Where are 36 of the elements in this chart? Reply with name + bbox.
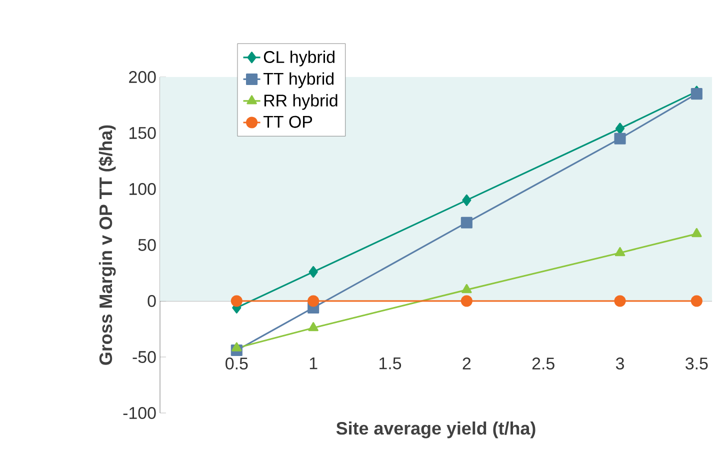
point bbox=[615, 122, 625, 134]
x-tick-label: 1 bbox=[310, 358, 318, 370]
y-tick-label: 50 bbox=[138, 239, 156, 251]
point bbox=[308, 266, 318, 278]
x-tick-label: 3.5 bbox=[686, 358, 708, 370]
point bbox=[230, 295, 242, 307]
legend-label: TT OP bbox=[263, 116, 312, 128]
point bbox=[690, 88, 702, 100]
y-tick-label: 150 bbox=[130, 127, 156, 139]
x-axis-title: Site average yield (t/ha) bbox=[336, 422, 536, 438]
point bbox=[614, 132, 626, 144]
point bbox=[614, 295, 626, 307]
y-tick-label: -100 bbox=[123, 407, 156, 419]
y-tick-label: 200 bbox=[129, 71, 156, 83]
point bbox=[690, 295, 702, 307]
y-axis-title: Gross Margin v OP TT ($/ha) bbox=[98, 125, 116, 365]
point bbox=[232, 342, 242, 352]
legend-label: TT hybrid bbox=[263, 72, 334, 88]
point bbox=[692, 228, 702, 238]
legend-label: RR hybrid bbox=[264, 94, 338, 110]
point bbox=[308, 295, 320, 307]
x-tick-label: 2.5 bbox=[532, 358, 554, 370]
x-tick-label: 0.5 bbox=[226, 358, 248, 370]
y-tick-label: 100 bbox=[130, 183, 156, 195]
y-tick-label: 0 bbox=[148, 295, 156, 307]
point bbox=[308, 322, 318, 332]
x-tick-label: 3 bbox=[616, 358, 624, 370]
point bbox=[460, 295, 472, 307]
point bbox=[462, 194, 472, 206]
x-tick-label: 1.5 bbox=[380, 358, 402, 370]
y-tick-label: -50 bbox=[132, 351, 156, 363]
point bbox=[614, 247, 626, 256]
legend-label: CL hybrid bbox=[264, 50, 334, 66]
point bbox=[462, 284, 472, 294]
point bbox=[460, 216, 472, 228]
x-tick-label: 2 bbox=[462, 358, 471, 370]
